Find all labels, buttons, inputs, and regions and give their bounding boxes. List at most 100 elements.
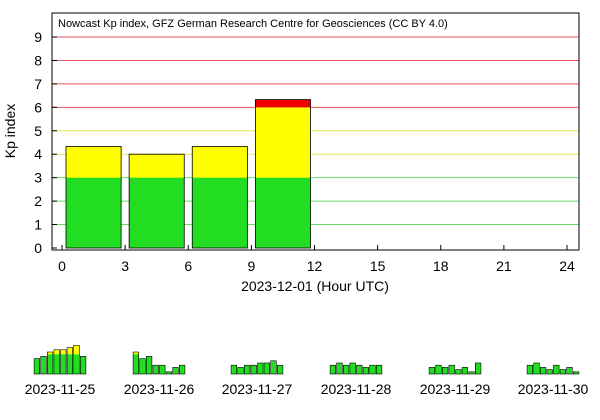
y-tick-label: 1: [34, 217, 42, 233]
mini-chart-2023-11-26: 2023-11-26: [124, 351, 195, 397]
mini-bar: [329, 364, 337, 375]
y-tick-label: 5: [34, 123, 42, 139]
bar-outline: [159, 364, 166, 375]
bar-segment: [192, 146, 248, 178]
main-bars: [65, 99, 311, 249]
bar-outline: [276, 364, 284, 375]
mini-chart-date-label: 2023-11-26: [124, 381, 195, 397]
bar-segment: [533, 362, 540, 374]
bar-outline: [40, 356, 47, 375]
bar-segment: [455, 369, 462, 374]
mini-bar: [237, 367, 244, 375]
y-axis-label: Kp index: [2, 104, 18, 158]
bar-segment: [73, 354, 80, 374]
mini-bar: [270, 360, 277, 375]
x-axis-ticks: 0 3 6 9 12 15 18 21 24: [58, 245, 575, 274]
bar-segment: [152, 365, 159, 374]
x-axis-label: 2023-12-01 (Hour UTC): [241, 278, 389, 294]
bar-outline: [342, 364, 350, 375]
bar-outline: [65, 146, 122, 249]
bar-segment: [66, 146, 122, 178]
mini-bar: [230, 364, 238, 375]
bar-outline: [441, 367, 449, 375]
bar-outline: [250, 364, 257, 375]
bar-outline: [60, 349, 67, 375]
bar-segment: [146, 356, 152, 374]
bar-outline: [244, 364, 251, 375]
bar-outline: [546, 369, 553, 375]
mini-bar: [159, 364, 166, 375]
y-tick-label: 6: [34, 99, 42, 115]
bar-segment: [560, 369, 566, 374]
bar-segment: [255, 107, 311, 178]
bar-outline: [435, 364, 442, 375]
mini-bar: [441, 367, 449, 375]
bar-outline: [349, 362, 356, 375]
bar-segment: [179, 365, 185, 374]
bar-outline: [191, 146, 248, 249]
bar-segment: [60, 354, 67, 374]
mini-bar: [132, 351, 140, 375]
bar-outline: [146, 356, 153, 375]
chart-title: Nowcast Kp index, GFZ German Research Ce…: [58, 18, 448, 30]
x-tick-label: 15: [370, 258, 386, 274]
mini-bar: [66, 347, 73, 375]
x-tick-label: 9: [247, 258, 255, 274]
mini-chart-date-label: 2023-11-28: [321, 381, 392, 397]
mini-chart-2023-11-28: 2023-11-28: [321, 362, 392, 397]
mini-bar: [539, 367, 547, 375]
mini-bar: [336, 362, 343, 375]
mini-bar: [276, 364, 284, 375]
x-tick-label: 12: [307, 258, 323, 274]
mini-bar: [53, 349, 60, 375]
bar-outline: [128, 153, 185, 249]
mini-bar: [566, 367, 573, 375]
mini-chart-date-label: 2023-11-25: [25, 381, 96, 397]
mini-bar: [139, 358, 146, 375]
mini-bar: [533, 362, 540, 375]
mini-bar: [435, 364, 442, 375]
mini-bar: [342, 364, 350, 375]
mini-bar: [375, 364, 383, 375]
mini-bar: [362, 367, 370, 375]
mini-chart-2023-11-27: 2023-11-27: [222, 360, 292, 397]
bar-outline: [33, 358, 40, 375]
mini-bar: [526, 364, 533, 375]
bar-outline: [448, 364, 455, 375]
bar-segment: [47, 354, 53, 374]
mini-bar: [40, 356, 47, 375]
mini-bar: [60, 349, 67, 375]
bar-outline: [336, 362, 343, 375]
bar-outline: [455, 369, 462, 375]
bar-outline: [46, 351, 54, 375]
y-tick-label: 3: [34, 170, 42, 186]
bar-segment: [553, 365, 560, 374]
mini-bar: [553, 364, 560, 375]
bar-segment: [264, 362, 270, 374]
bar-segment: [250, 365, 257, 374]
bar-segment: [159, 365, 166, 374]
bar-segment: [133, 354, 139, 374]
bar-segment: [47, 352, 53, 355]
bar-segment: [330, 365, 336, 374]
mini-bar: [73, 345, 80, 375]
bar-segment: [244, 365, 250, 374]
bar-outline: [369, 364, 376, 375]
mini-bar: [349, 362, 356, 375]
y-axis-ticks: 0 1 2 3 4 5 6 7 8 9: [34, 29, 57, 256]
y-tick-label: 8: [34, 52, 42, 68]
bar-segment: [343, 365, 349, 374]
kp-bar: [65, 146, 122, 249]
mini-bar: [428, 367, 436, 375]
bar-segment: [429, 367, 435, 374]
y-tick-label: 4: [34, 146, 42, 162]
bar-segment: [277, 365, 283, 374]
mini-bar: [448, 364, 455, 375]
bar-segment: [255, 177, 311, 248]
bar-segment: [172, 367, 179, 374]
bar-outline: [257, 362, 264, 375]
mini-bar: [33, 358, 40, 375]
bar-segment: [139, 358, 146, 374]
